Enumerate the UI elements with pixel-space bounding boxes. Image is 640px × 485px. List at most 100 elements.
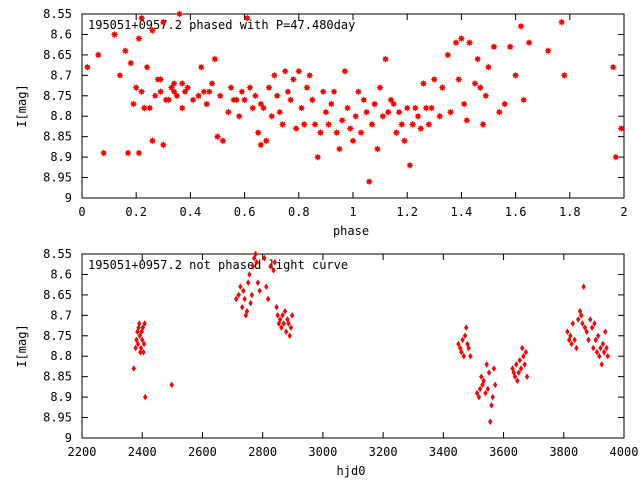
phased-data-point bbox=[517, 22, 525, 30]
phased-data-point bbox=[325, 120, 333, 128]
phased-data-point bbox=[400, 137, 409, 145]
phased-data-point bbox=[373, 145, 381, 153]
unphased-xtick-label: 2800 bbox=[248, 445, 277, 459]
unphased-data-point bbox=[241, 287, 246, 294]
phased-plot-frame bbox=[81, 13, 625, 199]
unphased-data-point bbox=[142, 320, 147, 327]
phased-xtick-label: 1 bbox=[349, 205, 356, 219]
unphased-data-point bbox=[236, 291, 241, 299]
unphased-data-point bbox=[468, 353, 473, 360]
phased-data-point bbox=[268, 112, 276, 120]
unphased-data-point bbox=[277, 316, 283, 323]
phased-data-point bbox=[306, 71, 314, 79]
unphased-data-point bbox=[262, 254, 267, 262]
phased-data-point bbox=[365, 178, 373, 186]
unphased-data-point bbox=[586, 336, 591, 344]
phased-xtick-label: 1.2 bbox=[396, 205, 418, 219]
phased-data-point bbox=[360, 96, 368, 104]
unphased-data-point bbox=[474, 389, 480, 397]
unphased-plot-points bbox=[131, 250, 610, 425]
unphased-data-point bbox=[572, 336, 577, 344]
phased-data-point bbox=[544, 47, 552, 55]
unphased-data-point bbox=[570, 320, 576, 327]
phased-data-point bbox=[390, 100, 398, 108]
phased-data-point bbox=[520, 96, 528, 104]
unphased-xtick-label: 2200 bbox=[68, 445, 97, 459]
unphased-data-point bbox=[265, 295, 271, 303]
phased-data-point bbox=[262, 137, 270, 145]
unphased-xtick-label: 3800 bbox=[549, 445, 578, 459]
phased-plot-points bbox=[83, 10, 625, 186]
unphased-data-point bbox=[246, 279, 251, 286]
phased-data-point bbox=[335, 145, 344, 153]
phased-data-point bbox=[235, 112, 243, 120]
phased-data-point bbox=[156, 75, 165, 84]
phased-data-point bbox=[200, 88, 208, 96]
unphased-data-point bbox=[274, 303, 279, 311]
unphased-data-point bbox=[581, 283, 586, 290]
phased-xtick-label: 0.6 bbox=[234, 205, 256, 219]
phased-data-point bbox=[417, 124, 425, 133]
phased-data-point bbox=[463, 116, 471, 124]
unphased-data-point bbox=[466, 344, 471, 352]
phased-data-point bbox=[129, 100, 138, 108]
phased-ytick-label: 8.75 bbox=[43, 89, 72, 103]
phased-xtick-label: 0.2 bbox=[125, 205, 147, 219]
phased-data-point bbox=[460, 100, 468, 108]
phased-data-point bbox=[251, 92, 260, 100]
phased-data-point bbox=[238, 88, 246, 96]
unphased-data-point bbox=[488, 418, 493, 425]
phased-data-point bbox=[303, 84, 311, 92]
phased-data-point bbox=[278, 120, 287, 128]
phased-data-point bbox=[170, 88, 178, 96]
unphased-xtick-label: 3000 bbox=[308, 445, 337, 459]
phased-data-point bbox=[525, 39, 533, 47]
unphased-data-point bbox=[486, 369, 492, 376]
unphased-data-point bbox=[248, 299, 253, 307]
phased-data-point bbox=[281, 67, 289, 75]
phased-data-point bbox=[265, 84, 273, 92]
unphased-data-point bbox=[282, 308, 288, 315]
unphased-ytick-label: 8.65 bbox=[43, 288, 72, 302]
unphased-data-point bbox=[597, 353, 602, 360]
phased-data-point bbox=[422, 104, 430, 112]
unphased-ytick-label: 8.7 bbox=[50, 308, 72, 322]
phased-data-point bbox=[346, 124, 354, 133]
phased-data-point bbox=[197, 63, 205, 71]
unphased-data-point bbox=[517, 357, 523, 364]
phased-data-point bbox=[135, 34, 143, 43]
phased-data-point bbox=[257, 100, 265, 108]
phased-data-point bbox=[330, 88, 338, 96]
phased-data-point bbox=[314, 153, 322, 161]
unphased-ytick-label: 8.9 bbox=[50, 390, 72, 404]
unphased-data-point bbox=[524, 373, 530, 380]
unphased-data-point bbox=[576, 316, 581, 323]
phased-data-point bbox=[560, 71, 568, 79]
unphased-data-point bbox=[247, 271, 252, 278]
unphased-data-point bbox=[592, 320, 597, 327]
phased-data-point bbox=[127, 59, 135, 67]
phased-data-point bbox=[381, 55, 390, 63]
unphased-data-point bbox=[268, 263, 273, 270]
phased-data-point bbox=[289, 75, 297, 84]
unphased-xtick-label: 4000 bbox=[610, 445, 639, 459]
unphased-data-point bbox=[461, 353, 467, 360]
phased-data-point bbox=[276, 108, 284, 116]
unphased-data-point bbox=[141, 348, 146, 356]
unphased-xtick-label: 3600 bbox=[489, 445, 518, 459]
phased-data-point bbox=[224, 108, 232, 116]
unphased-data-point bbox=[264, 283, 269, 290]
unphased-data-point bbox=[135, 340, 141, 348]
phased-data-point bbox=[216, 92, 224, 100]
phased-data-point bbox=[270, 71, 279, 79]
unphased-data-point bbox=[459, 348, 464, 356]
phased-data-point bbox=[167, 84, 176, 92]
phased-ytick-label: 8.6 bbox=[50, 27, 72, 41]
phased-xtick-label: 1.8 bbox=[559, 205, 581, 219]
phased-data-point bbox=[110, 30, 119, 39]
unphased-data-point bbox=[133, 344, 138, 352]
phased-data-point bbox=[284, 88, 292, 96]
phased-data-point bbox=[165, 96, 173, 104]
phased-data-point bbox=[384, 108, 392, 116]
